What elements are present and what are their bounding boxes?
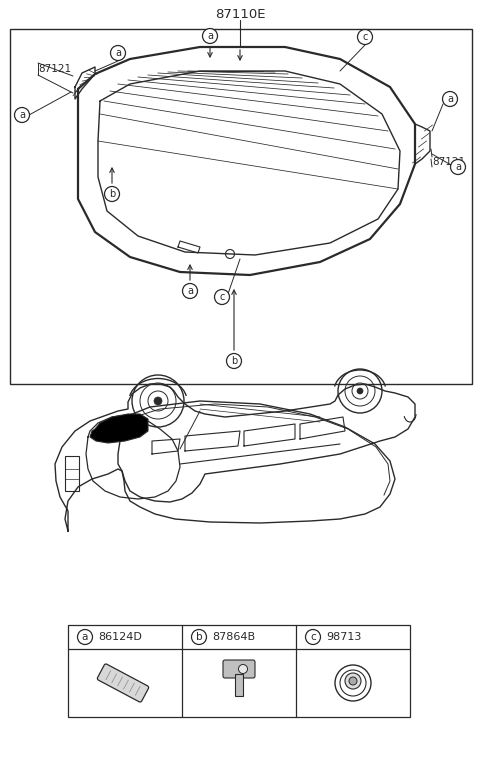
Bar [10, 29, 472, 384]
Text: b: b [231, 356, 237, 366]
Circle shape [77, 629, 93, 644]
Text: 87864B: 87864B [212, 632, 255, 642]
Circle shape [357, 388, 363, 394]
Text: a: a [115, 48, 121, 58]
Text: a: a [187, 286, 193, 296]
Circle shape [182, 284, 197, 298]
Circle shape [192, 629, 206, 644]
Circle shape [349, 677, 357, 685]
Text: a: a [447, 94, 453, 104]
Text: c: c [219, 292, 225, 302]
Text: a: a [207, 31, 213, 41]
Text: a: a [455, 162, 461, 172]
Circle shape [227, 354, 241, 369]
Circle shape [239, 664, 248, 673]
Circle shape [14, 108, 29, 122]
Circle shape [154, 397, 162, 405]
FancyBboxPatch shape [97, 664, 149, 702]
Text: b: b [109, 189, 115, 199]
Text: c: c [310, 632, 316, 642]
Text: a: a [82, 632, 88, 642]
Circle shape [443, 92, 457, 106]
Text: 87110E: 87110E [215, 8, 265, 20]
Circle shape [358, 30, 372, 45]
Circle shape [215, 289, 229, 304]
Circle shape [110, 46, 125, 61]
Circle shape [105, 187, 120, 201]
Bar [68, 625, 410, 717]
Text: b: b [196, 632, 202, 642]
Circle shape [305, 629, 321, 644]
Polygon shape [90, 414, 148, 443]
Text: 86124D: 86124D [98, 632, 142, 642]
Text: 98713: 98713 [326, 632, 361, 642]
Text: a: a [19, 110, 25, 120]
Circle shape [203, 29, 217, 43]
FancyBboxPatch shape [223, 660, 255, 678]
Text: 87121: 87121 [432, 157, 465, 167]
Circle shape [451, 159, 466, 175]
Text: 87121: 87121 [38, 64, 71, 74]
Text: c: c [362, 32, 368, 42]
Bar [65, 456, 79, 491]
Circle shape [345, 673, 361, 689]
Bar [235, 674, 243, 696]
